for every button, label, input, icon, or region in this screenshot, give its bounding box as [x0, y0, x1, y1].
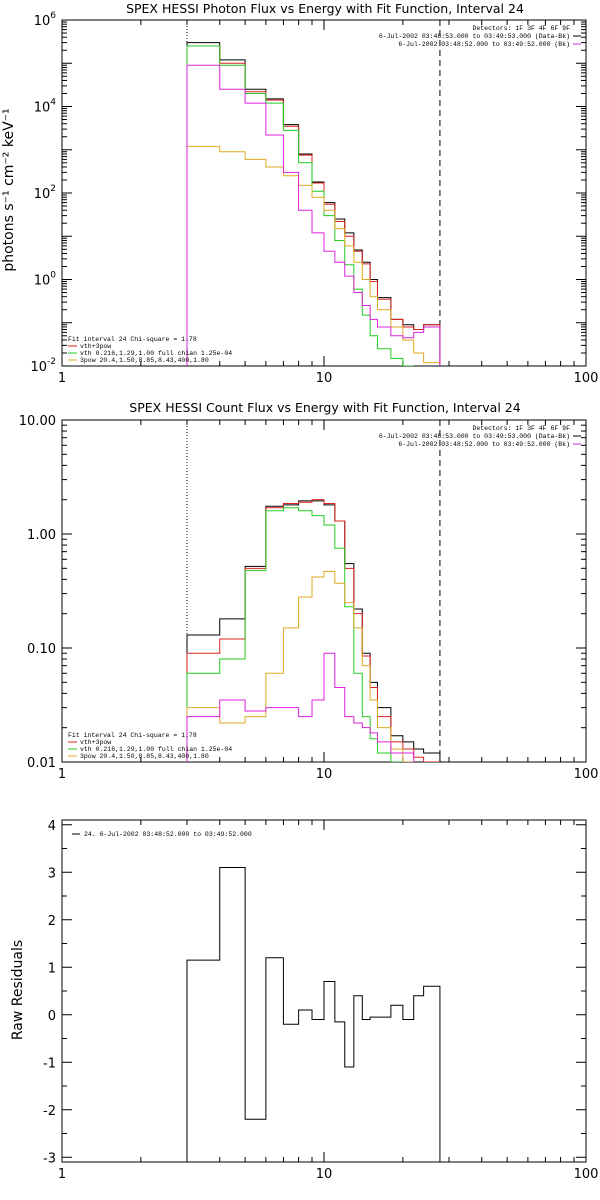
y-tick-label: 0.01: [27, 756, 56, 771]
y-tick-exponent: 2: [50, 184, 56, 194]
legend-text: 6-Jul-2002 03:48:53.000 to 03:49:53.000 …: [379, 33, 570, 40]
fit-legend-text: 3pow 20.4,1.50,8.85,8.43,400,1.80: [80, 357, 209, 364]
y-tick-base: 10: [34, 187, 51, 202]
y-tick-label: 0: [48, 1009, 56, 1024]
y-tick-label: 2: [48, 914, 56, 929]
bkg-histogram-line: [186, 64, 441, 366]
fit-legend-text: vth 0.216,1.29,1.00 full chian 1.25e-04: [80, 350, 232, 357]
x-tick-label: 10: [316, 1167, 333, 1182]
y-tick-label: 10-2: [30, 357, 56, 375]
y-tick-label: -3: [43, 1151, 56, 1166]
y-tick-exponent: 4: [50, 98, 56, 108]
y-tick-base: 10: [34, 101, 51, 116]
y-tick-base: 10: [34, 274, 51, 289]
legend-text: 6-Jul-2002 03:48:53.000 to 03:49:53.000 …: [379, 433, 570, 440]
legend-text: 6-Jul-2002 03:48:52.000 to 03:49:52.000 …: [398, 441, 570, 448]
fit-legend-title: Fit interval 24 Chi-square = 1.78: [68, 336, 197, 343]
count-flux-panel: SPEX HESSI Count Flux vs Energy with Fit…: [19, 400, 599, 782]
y-tick-base: 10: [34, 14, 51, 29]
fit-legend-title: Fit interval 24 Chi-square = 1.78: [68, 732, 197, 739]
y-tick-label: 106: [34, 11, 57, 29]
y-tick-exponent: 0: [50, 271, 56, 281]
fit-legend-text: vth+3pow: [80, 343, 111, 350]
resid-histogram-line: [186, 867, 441, 1162]
y-tick-label: -2: [43, 1104, 56, 1119]
legend-text: Detectors: 1F 3F 4F 6F 9F: [472, 425, 570, 432]
y-tick-exponent: 6: [50, 11, 56, 21]
x-tick-label: 1: [58, 1167, 66, 1182]
y-tick-label: 4: [48, 819, 56, 834]
pow-histogram-line: [186, 570, 414, 762]
fit-legend-text: 3pow 20.4,1.50,8.85,8.43,400,1.80: [80, 753, 209, 760]
y-tick-base: 10: [30, 360, 47, 375]
x-tick-label: 1: [58, 371, 66, 386]
y-tick-label: 3: [48, 866, 56, 881]
photon-flux-panel: SPEX HESSI Photon Flux vs Energy with Fi…: [1, 1, 598, 386]
x-tick-label: 10: [316, 767, 333, 782]
legend-text: 24. 6-Jul-2002 03:48:52.000 to 03:49:52.…: [84, 831, 252, 838]
photon-flux-ylabel: photons s⁻¹ cm⁻² keV⁻¹: [1, 108, 17, 271]
bkg-histogram-line: [186, 652, 415, 762]
x-tick-label: 10: [316, 371, 333, 386]
y-tick-label: 100: [34, 271, 57, 289]
y-tick-label: 1: [48, 961, 56, 976]
x-tick-label: 100: [574, 1167, 599, 1182]
data-histogram-line: [186, 42, 441, 366]
legend-text: 6-Jul-2002 03:48:52.000 to 03:49:52.000 …: [398, 41, 570, 48]
fit-legend-text: vth 0.216,1.29,1.00 full chian 1.25e-04: [80, 746, 232, 753]
count-flux-title: SPEX HESSI Count Flux vs Energy with Fit…: [129, 400, 520, 415]
pow-histogram-line: [186, 145, 441, 366]
fit-legend-text: vth+3pow: [80, 739, 111, 746]
legend-text: Detectors: 1F 3F 4F 6F 9F: [472, 25, 570, 32]
y-tick-label: 102: [34, 184, 56, 202]
plot-frame: [61, 419, 587, 763]
y-tick-label: 10.00: [19, 414, 56, 429]
vth-histogram-line: [186, 45, 414, 366]
vth-histogram-line: [186, 507, 403, 762]
y-tick-label: -1: [43, 1056, 56, 1071]
y-tick-label: 104: [34, 98, 57, 116]
residuals-ylabel: Raw Residuals: [10, 940, 26, 1040]
x-tick-label: 100: [574, 371, 599, 386]
x-tick-label: 100: [574, 767, 599, 782]
y-tick-label: 1.00: [27, 528, 56, 543]
y-tick-exponent: -2: [47, 357, 56, 367]
y-tick-label: 0.10: [27, 642, 56, 657]
x-tick-label: 1: [58, 767, 66, 782]
total-histogram-line: [186, 45, 441, 366]
photon-flux-title: SPEX HESSI Photon Flux vs Energy with Fi…: [126, 1, 524, 16]
residuals-panel: Raw Residuals 1 10 100 -3 -2 -1 0 1 2 3 4 24. 6-Jul…: [10, 819, 598, 1182]
